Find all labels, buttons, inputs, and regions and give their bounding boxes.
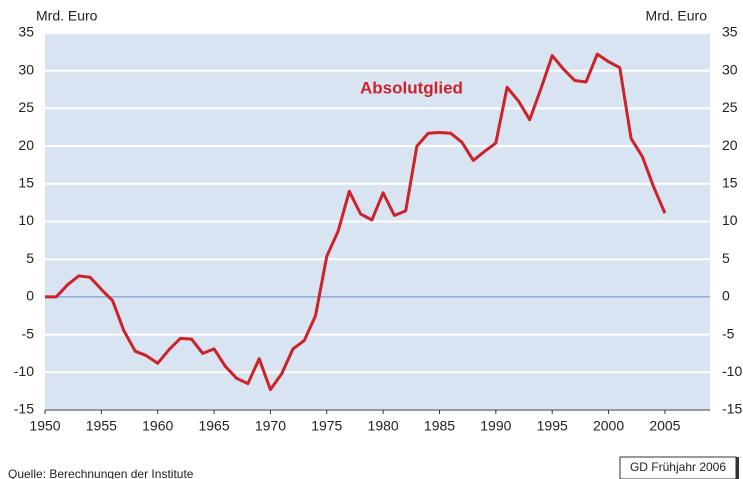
y-tick-label: 15 <box>18 175 34 191</box>
y-axis-label: Mrd. Euro <box>36 8 98 24</box>
y2-tick-label: 0 <box>722 288 730 304</box>
y2-tick-label: 25 <box>722 99 738 115</box>
y2-tick-label: -5 <box>722 325 735 341</box>
y2-tick-label: -15 <box>722 401 742 417</box>
y-tick-label: 35 <box>18 24 34 40</box>
y2-tick-label: 5 <box>722 250 730 266</box>
y-tick-label: 25 <box>18 99 34 115</box>
y2-tick-label: 10 <box>722 212 738 228</box>
y-tick-label: 10 <box>18 212 34 228</box>
x-tick-label: 1960 <box>142 418 173 434</box>
x-tick-label: 1970 <box>255 418 286 434</box>
x-tick-label: 1975 <box>311 418 342 434</box>
y-tick-label: 20 <box>18 137 34 153</box>
y-tick-label: -10 <box>14 363 34 379</box>
y-tick-label: 0 <box>26 288 34 304</box>
x-tick-label: 1980 <box>368 418 399 434</box>
y-tick-label: 5 <box>26 250 34 266</box>
x-tick-label: 2000 <box>593 418 624 434</box>
x-tick-label: 1990 <box>480 418 511 434</box>
y2-tick-label: 20 <box>722 137 738 153</box>
x-tick-label: 1985 <box>424 418 455 434</box>
x-tick-label: 1955 <box>86 418 117 434</box>
source: Quelle: Berechnungen der Institute <box>8 467 194 479</box>
y-tick-label: -15 <box>14 401 34 417</box>
data-line <box>45 52 667 392</box>
y2-tick-label: 35 <box>722 24 738 40</box>
x-tick-label: 1995 <box>537 418 568 434</box>
credit: GD Frühjahr 2006 <box>630 460 726 474</box>
y2-tick-label: 15 <box>722 175 738 191</box>
x-tick-label: 2005 <box>649 418 680 434</box>
x-tick-label: 1950 <box>29 418 60 434</box>
annotation: Absolutglied <box>360 78 463 97</box>
y2-axis-label: Mrd. Euro <box>646 8 708 24</box>
credit-shadow <box>736 457 739 479</box>
y2-tick-label: 30 <box>722 61 738 77</box>
y2-tick-label: -10 <box>722 363 742 379</box>
y-tick-label: 30 <box>18 61 34 77</box>
y-tick-label: -5 <box>22 325 35 341</box>
x-tick-label: 1965 <box>198 418 229 434</box>
